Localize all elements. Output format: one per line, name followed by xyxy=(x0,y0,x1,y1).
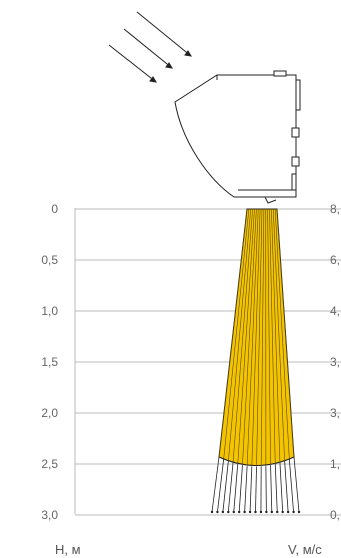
height-tick-label: 2,0 xyxy=(41,406,58,420)
grid-lines xyxy=(75,208,341,516)
airflow-arrows-icon xyxy=(108,11,192,83)
velocity-tick-label: 3, xyxy=(330,406,340,420)
jet-end-point xyxy=(216,510,219,514)
free-jet-line xyxy=(244,466,248,513)
height-tick-label: 0,5 xyxy=(41,253,58,267)
height-tick-label: 1,0 xyxy=(41,304,58,318)
free-jet-line xyxy=(265,466,267,513)
jet-end-point xyxy=(297,510,301,514)
free-jet-line xyxy=(284,460,289,513)
jet-end-point xyxy=(232,510,235,514)
free-jet-line xyxy=(274,464,278,513)
jet-streamline xyxy=(272,208,285,461)
air-curtain-heater-icon xyxy=(174,70,301,204)
jet-end-point xyxy=(276,510,279,514)
jet-end-point xyxy=(270,510,274,514)
jet-streamline xyxy=(232,208,253,463)
jet-end-point xyxy=(254,510,257,514)
air-jet-fan xyxy=(210,208,301,514)
jet-end-point xyxy=(237,510,241,514)
jet-streamline xyxy=(246,208,259,467)
free-jet-line xyxy=(238,465,243,513)
velocity-tick-label: 3, xyxy=(330,355,340,369)
free-jet-line xyxy=(288,458,294,513)
jet-streamline xyxy=(223,208,250,459)
jet-end-point xyxy=(286,510,290,514)
free-jet-line xyxy=(233,464,239,513)
height-tick-label: 3,0 xyxy=(41,508,58,522)
free-jet-line xyxy=(211,456,220,513)
velocity-tick-label: 0, xyxy=(330,508,340,522)
height-tick-labels: 0 0,5 1,0 1,5 2,0 2,5 3,0 xyxy=(41,202,58,522)
free-jet-line xyxy=(227,462,234,513)
height-tick-label: 0 xyxy=(51,202,58,216)
jet-streamline xyxy=(256,208,263,468)
jet-streamline xyxy=(276,208,295,458)
height-tick-label: 2,5 xyxy=(41,457,58,471)
jet-streamline xyxy=(228,208,252,461)
jet-streamline xyxy=(267,208,271,466)
jet-end-point xyxy=(248,510,252,514)
jet-streamline xyxy=(260,208,265,467)
jet-streamline xyxy=(251,208,261,467)
velocity-tick-label: 4, xyxy=(330,304,340,318)
free-jet-line xyxy=(293,456,300,513)
velocity-tick-label: 1, xyxy=(330,457,340,471)
free-jet-line xyxy=(222,460,229,513)
jet-end-point xyxy=(292,510,295,514)
jet-end-point xyxy=(259,510,263,514)
velocity-tick-label: 8, xyxy=(330,202,340,216)
jet-end-point xyxy=(243,510,246,514)
velocity-axis-title: V, м/с xyxy=(288,542,322,557)
free-jet-line xyxy=(279,462,284,513)
jet-streamline xyxy=(242,208,257,466)
free-jet-line xyxy=(255,466,257,513)
jet-end-point xyxy=(221,510,225,514)
velocity-tick-labels: 8, 6, 4, 3, 3, 1, 0, xyxy=(330,202,340,522)
free-jet-line xyxy=(217,458,225,513)
jet-end-point xyxy=(265,510,268,514)
height-axis-title: H, м xyxy=(55,542,81,557)
jet-streamline xyxy=(237,208,255,465)
jet-streamline xyxy=(269,208,276,465)
velocity-tick-label: 6, xyxy=(330,253,340,267)
free-jet-line xyxy=(249,466,253,513)
jet-end-point xyxy=(227,510,230,514)
jet-streamline xyxy=(218,208,248,458)
free-jet-line xyxy=(270,465,273,513)
jet-end-point xyxy=(210,510,214,514)
jet-streamline xyxy=(271,208,281,463)
jet-end-point xyxy=(281,510,284,514)
jet-streamline xyxy=(274,208,290,459)
height-tick-label: 1,5 xyxy=(41,355,58,369)
